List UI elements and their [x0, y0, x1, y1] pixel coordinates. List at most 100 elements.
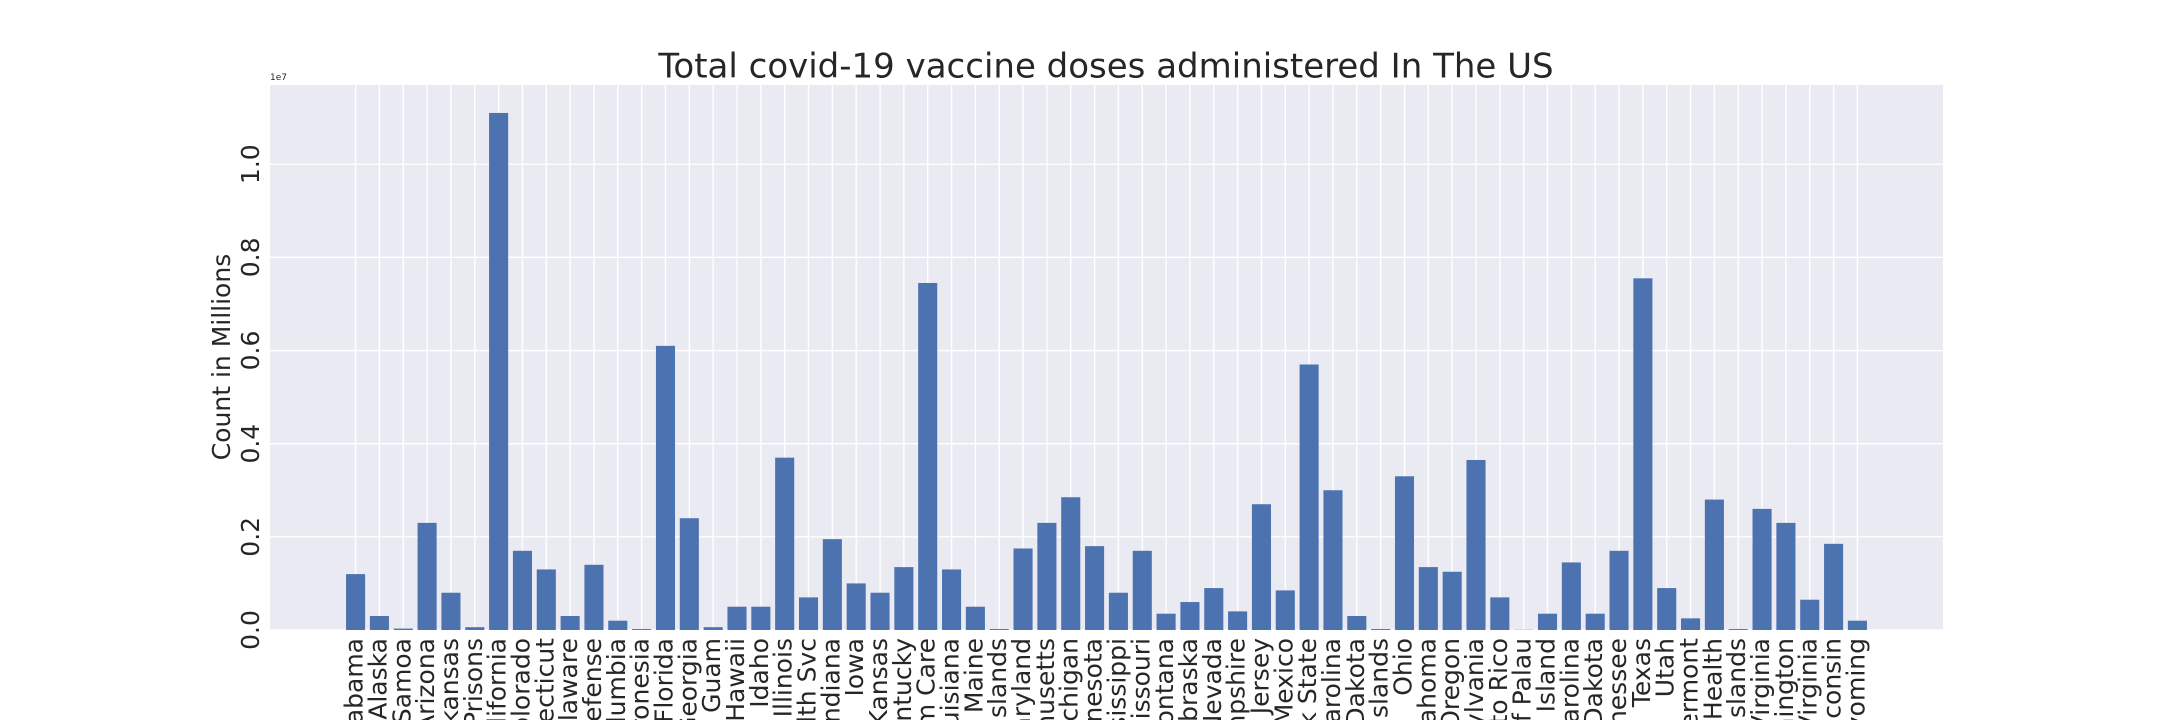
x-tick-label: Montana	[1150, 638, 1179, 720]
bar	[1418, 567, 1438, 630]
bar	[346, 574, 366, 630]
x-tick-label: Idaho	[745, 638, 774, 708]
x-tick-label: District of Columbia	[602, 638, 631, 720]
x-tick-label: Arkansas	[435, 638, 464, 720]
bar	[417, 522, 437, 630]
x-tick-label: Wisconsin	[1818, 638, 1847, 720]
bar	[1013, 548, 1033, 630]
bar	[1180, 602, 1200, 630]
bar	[655, 345, 676, 630]
bar	[1633, 278, 1653, 630]
x-tick-label: Hawaii	[721, 638, 750, 720]
bar	[1657, 588, 1677, 630]
bar	[1061, 497, 1081, 630]
x-tick-label: Dept of Defense	[578, 638, 607, 720]
bar	[512, 550, 532, 630]
x-tick-label: American Samoa	[387, 638, 416, 720]
bar	[608, 620, 628, 630]
bar	[942, 569, 962, 630]
bar	[989, 629, 1009, 630]
x-tick-label: Virginia	[1746, 638, 1775, 720]
y-tick-label: 0.0	[236, 610, 265, 650]
bar	[918, 282, 938, 630]
x-tick-label: New Mexico	[1269, 638, 1298, 720]
x-tick-label: Iowa	[840, 638, 869, 696]
x-tick-label: Minnesota	[1079, 638, 1108, 720]
bar	[1466, 459, 1486, 630]
y-tick-label: 0.2	[236, 517, 265, 557]
bar	[679, 518, 699, 630]
x-tick-label: South Dakota	[1579, 638, 1608, 720]
x-tick-label: Bureau of Prisons	[459, 638, 488, 720]
x-tick-label: South Carolina	[1555, 638, 1584, 720]
x-tick-label: Missouri	[1126, 638, 1155, 720]
bar	[1824, 543, 1844, 630]
x-tick-label: Vermont	[1675, 638, 1704, 720]
x-tick-label: Nevada	[1198, 638, 1227, 720]
x-tick-label: Louisiana	[936, 638, 965, 720]
x-tick-label: Maryland	[1007, 638, 1036, 720]
bar	[489, 112, 509, 630]
x-tick-label: Indian Health Svc	[793, 638, 822, 720]
plot-background	[270, 85, 1943, 630]
bar	[1204, 588, 1224, 630]
bar	[751, 606, 771, 630]
bar	[727, 606, 747, 630]
bar	[1299, 364, 1319, 630]
chart-title: Total covid-19 vaccine doses administere…	[657, 47, 1553, 87]
x-tick-label: Kansas	[864, 638, 893, 720]
y-tick-label: 0.8	[236, 237, 265, 277]
axis-offset-label: 1e7	[270, 73, 287, 83]
x-tick-label: Oklahoma	[1412, 638, 1441, 720]
x-tick-label: Veterans Health	[1698, 638, 1727, 720]
bar	[584, 564, 604, 630]
x-tick-label: Republic of Palau	[1508, 638, 1537, 720]
bar	[536, 569, 556, 630]
x-tick-label: Connecticut	[530, 638, 559, 720]
x-tick-label: Ohio	[1388, 638, 1417, 696]
bar	[1681, 618, 1701, 630]
x-tick-label: Florida	[649, 638, 678, 720]
y-tick-label: 0.6	[236, 331, 265, 371]
x-tick-label: Michigan	[1055, 638, 1084, 720]
bar	[1800, 599, 1820, 630]
bar	[1275, 590, 1295, 630]
x-tick-label: West Virginia	[1794, 638, 1823, 720]
x-tick-label: Maine	[959, 638, 988, 713]
x-tick-label: North Dakota	[1341, 638, 1370, 720]
x-tick-label: Washington	[1770, 638, 1799, 720]
bar	[1394, 476, 1415, 630]
x-tick-label: Wyoming	[1841, 638, 1870, 720]
bar	[369, 616, 389, 630]
x-tick-label: Illinois	[769, 638, 798, 717]
bar	[1347, 616, 1367, 630]
bar	[632, 629, 652, 630]
bar	[441, 592, 461, 630]
x-tick-label: Guam	[697, 638, 726, 713]
bar	[1776, 522, 1796, 630]
bar	[1085, 546, 1105, 630]
x-tick-label: New Hampshire	[1222, 638, 1251, 720]
bar	[846, 583, 866, 630]
x-tick-label: Kentucky	[888, 638, 917, 720]
bar	[894, 567, 914, 630]
x-tick-label: Nebraska	[1174, 638, 1203, 720]
x-tick-label: Alaska	[363, 638, 392, 720]
bar	[798, 597, 819, 630]
bar	[1752, 508, 1772, 630]
bar	[465, 627, 485, 630]
x-tick-label: Utah	[1651, 638, 1680, 697]
bar	[965, 606, 985, 630]
x-tick-label: Colorado	[506, 638, 535, 720]
bar	[1228, 611, 1248, 630]
x-tick-label: Virgin Islands	[1722, 638, 1751, 720]
bar	[1371, 629, 1391, 630]
x-tick-label: New York State	[1293, 638, 1322, 720]
x-tick-label: North Carolina	[1317, 638, 1346, 720]
x-tick-label: Indiana	[816, 638, 845, 720]
x-tick-label: California	[483, 638, 512, 720]
bar	[1704, 499, 1724, 630]
x-tick-label: Mississippi	[1102, 638, 1131, 720]
